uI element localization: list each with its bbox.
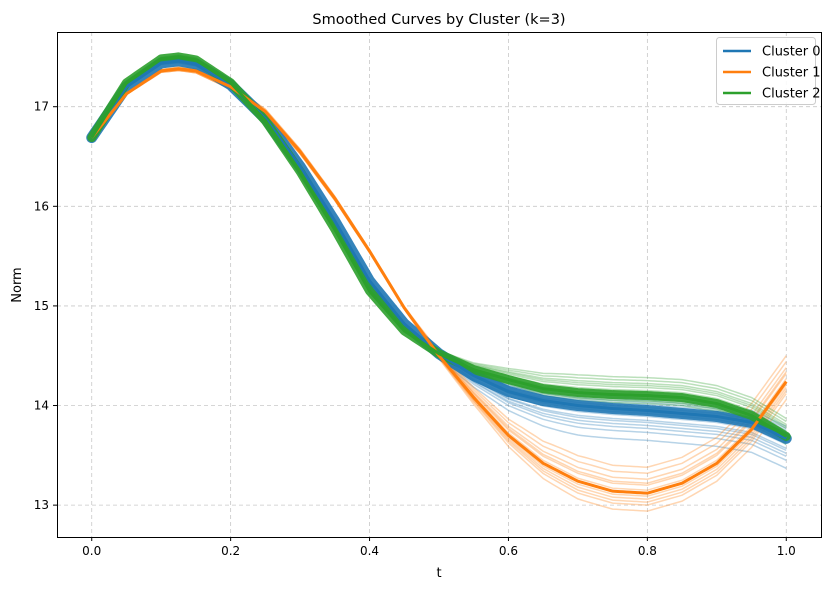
x-tick-label: 0.0	[82, 544, 101, 558]
legend-label-cluster-0: Cluster 0	[762, 45, 821, 60]
x-tick-label: 0.6	[499, 544, 518, 558]
x-tick-label: 0.8	[638, 544, 657, 558]
y-tick-label: 13	[34, 498, 49, 512]
chart-title: Smoothed Curves by Cluster (k=3)	[312, 12, 565, 28]
y-axis-ticks: 13 14 15 16 17	[34, 100, 57, 512]
x-tick-label: 1.0	[777, 544, 796, 558]
x-axis-label: t	[436, 566, 441, 581]
legend-label-cluster-2: Cluster 2	[762, 87, 821, 102]
x-tick-label: 0.2	[221, 544, 240, 558]
legend-frame	[716, 37, 816, 105]
y-tick-label: 15	[34, 299, 49, 313]
cluster-1-mean-curve	[90, 67, 788, 495]
y-axis-label: Norm	[10, 267, 25, 302]
legend-label-cluster-1: Cluster 1	[762, 66, 821, 81]
cluster-2-mean-curve	[90, 55, 788, 438]
y-tick-label: 16	[34, 199, 49, 213]
curves	[86, 52, 792, 512]
x-tick-label: 0.4	[360, 544, 379, 558]
y-tick-label: 17	[34, 100, 49, 114]
legend: Cluster 0 Cluster 1 Cluster 2	[716, 37, 821, 105]
plot-frame	[57, 32, 822, 538]
y-tick-label: 14	[34, 399, 49, 413]
x-axis-ticks: 0.0 0.2 0.4 0.6 0.8 1.0	[82, 537, 796, 558]
